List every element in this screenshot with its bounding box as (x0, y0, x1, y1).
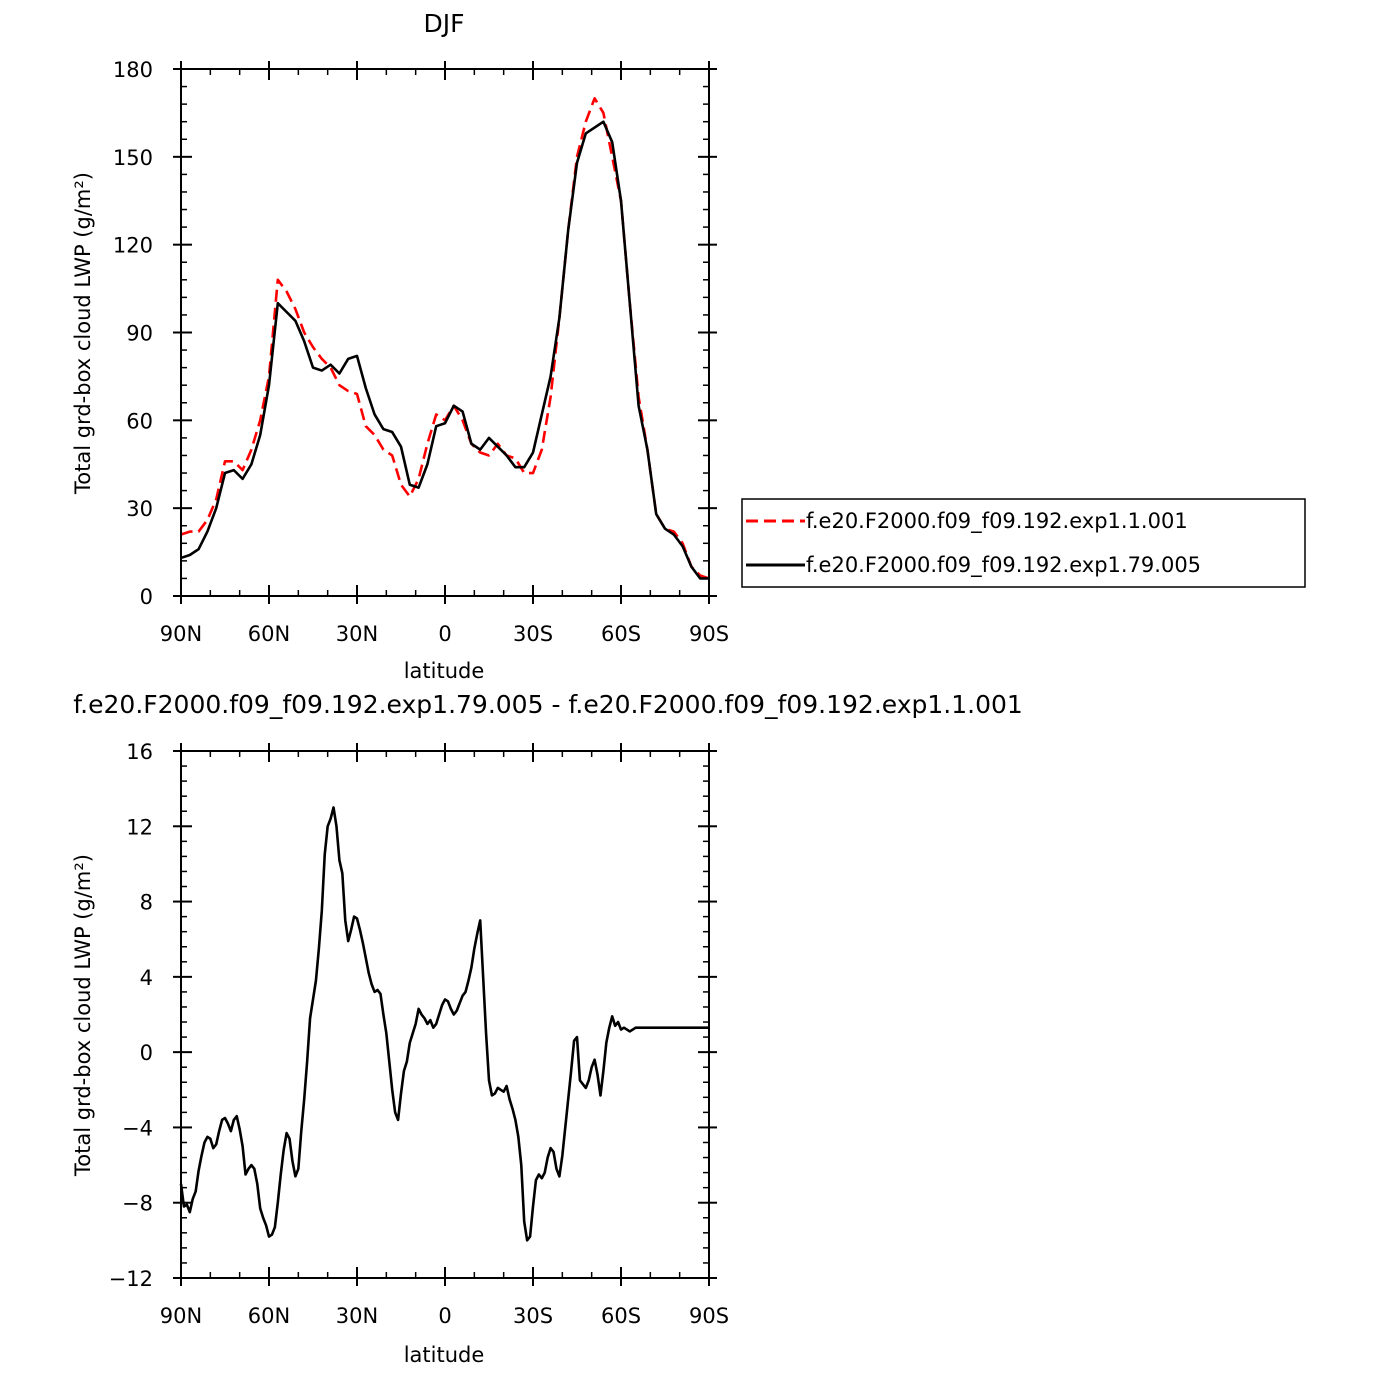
bottom-chart-title: f.e20.F2000.f09_f09.192.exp1.79.005 - f.… (73, 690, 1023, 719)
x-tick-label: 60N (248, 1304, 290, 1328)
x-tick-label: 30S (513, 1304, 553, 1328)
bottom-chart-ylabel: Total grd-box cloud LWP (g/m²) (71, 854, 95, 1177)
x-tick-label: 90N (160, 622, 202, 646)
y-tick-label: −12 (109, 1267, 153, 1291)
y-tick-label: 60 (126, 409, 153, 433)
x-tick-label: 0 (438, 622, 451, 646)
y-tick-label: 16 (126, 740, 153, 764)
bottom-chart-xlabel: latitude (404, 1343, 485, 1367)
legend-entry-series-2: f.e20.F2000.f09_f09.192.exp1.79.005 (806, 553, 1201, 578)
y-tick-label: 30 (126, 497, 153, 521)
x-tick-label: 60S (601, 1304, 641, 1328)
x-tick-label: 30N (336, 1304, 378, 1328)
x-tick-label: 30S (513, 622, 553, 646)
y-tick-label: 0 (140, 1041, 153, 1065)
top-chart-title: DJF (423, 9, 464, 38)
top-chart-ticks: 90N 60N 30N 0 30S 60S 90S 0 30 60 90 120 150 180 (113, 58, 729, 646)
legend-box (741, 498, 1306, 588)
series-line-1 (179, 806, 709, 1242)
legend-entry-series-1: f.e20.F2000.f09_f09.192.exp1.1.001 (806, 509, 1188, 534)
bottom-chart-frame (180, 750, 710, 1279)
y-tick-label: 90 (126, 322, 153, 346)
x-tick-label: 0 (438, 1304, 451, 1328)
y-tick-label: 180 (113, 58, 153, 82)
y-tick-label: 150 (113, 146, 153, 170)
x-tick-label: 90S (689, 1304, 729, 1328)
y-tick-label: −8 (122, 1192, 153, 1216)
x-tick-label: 30N (336, 622, 378, 646)
legend: f.e20.F2000.f09_f09.192.exp1.1.001 f.e20… (741, 498, 1306, 588)
y-tick-label: 120 (113, 234, 153, 258)
y-tick-label: 4 (140, 966, 153, 990)
series-line-1 (180, 96, 710, 580)
bottom-chart-panel: f.e20.F2000.f09_f09.192.exp1.79.005 - f.… (71, 690, 1023, 1367)
top-chart-xlabel: latitude (404, 659, 485, 683)
x-tick-label: 90S (689, 622, 729, 646)
y-tick-label: 0 (140, 585, 153, 609)
top-chart-ylabel: Total grd-box cloud LWP (g/m²) (71, 172, 95, 495)
y-tick-label: 8 (140, 891, 153, 915)
x-tick-label: 60N (248, 622, 290, 646)
x-tick-label: 90N (160, 1304, 202, 1328)
y-tick-label: 12 (126, 815, 153, 839)
top-chart-frame (180, 68, 710, 597)
series-line-2 (180, 120, 709, 580)
y-tick-label: −4 (122, 1116, 153, 1140)
top-chart-series (180, 96, 710, 580)
bottom-chart-ticks: 90N 60N 30N 0 30S 60S 90S −12 −8 −4 0 4 8 12 16 (109, 740, 729, 1328)
x-tick-label: 60S (601, 622, 641, 646)
bottom-chart-series (179, 806, 709, 1242)
top-chart-panel: DJF 90N 60N 30N 0 30S 60S 90S0306090120150180 … (71, 9, 1306, 683)
